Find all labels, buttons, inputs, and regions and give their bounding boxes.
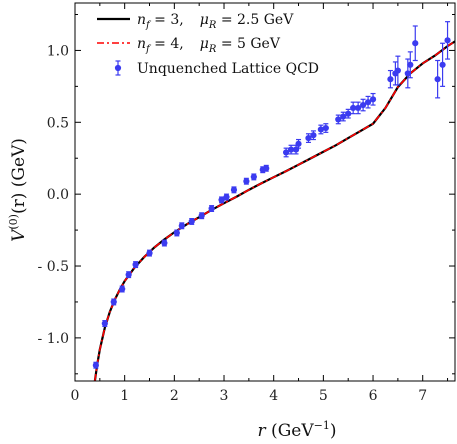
x-tick-label: 0	[71, 388, 80, 404]
legend-label-part: R	[208, 44, 217, 55]
data-point	[132, 261, 139, 268]
x-axis-label-unit: (GeV	[266, 421, 315, 441]
legend-label-part: μ	[200, 36, 209, 52]
data-point	[92, 362, 99, 369]
legend-marker	[114, 64, 122, 72]
data-point	[110, 298, 117, 306]
y-axis-label: V(0)(r) (GeV)	[7, 138, 29, 242]
plot-data-layer	[92, 21, 455, 381]
x-axis-label-var: r	[258, 421, 267, 441]
data-point	[263, 165, 270, 172]
data-point	[360, 101, 367, 109]
data-point	[119, 285, 126, 293]
data-point	[369, 96, 377, 103]
data-point	[317, 126, 324, 133]
data-point	[161, 239, 168, 247]
series-line-1	[93, 40, 455, 381]
legend-label-1: nf = 3, μR = 2.5 GeV	[137, 12, 294, 31]
x-tick-label: 6	[369, 388, 378, 404]
data-point	[208, 205, 215, 212]
data-point	[335, 116, 342, 123]
data-point	[287, 146, 295, 153]
data-point	[173, 229, 180, 237]
plot-frame	[74, 2, 456, 382]
data-point	[178, 222, 185, 229]
legend-label-part: n	[137, 36, 146, 52]
data-point	[230, 186, 238, 193]
legend-label-3: Unquenched Lattice QCD	[137, 61, 319, 77]
data-point	[283, 149, 290, 156]
y-tick-label: - 1.0	[38, 331, 69, 347]
legend-label-part: = 3,	[150, 12, 184, 28]
data-point	[223, 193, 230, 201]
series-line-2	[94, 40, 455, 381]
y-axis-label-superscript: (0)	[7, 214, 20, 230]
y-tick-label: - 0.5	[38, 259, 69, 275]
x-tick-label: 5	[319, 388, 328, 404]
data-point	[146, 249, 153, 257]
data-point	[412, 40, 419, 47]
y-axis-label-rest: (r) (GeV)	[9, 138, 29, 214]
x-tick-label: 1	[120, 388, 129, 404]
data-point	[364, 99, 372, 106]
data-point	[101, 320, 108, 327]
legend-label-part: R	[208, 20, 217, 31]
data-point	[355, 104, 362, 112]
legend-label-part: f	[145, 20, 152, 31]
x-axis-label-exponent: −1	[314, 419, 330, 432]
data-point	[350, 104, 357, 112]
y-tick-label: 0.5	[47, 115, 69, 131]
y-tick-label: 0.0	[47, 187, 69, 203]
data-point	[394, 67, 401, 74]
legend-label-part: μ	[200, 12, 209, 28]
legend-label-part: n	[137, 12, 146, 28]
data-point	[340, 113, 347, 120]
data-point	[295, 140, 302, 147]
axis-ticks: 0 1 2 3 4 5 6 7 - 1.0 - 0.5 0.0 0.5 1.0	[38, 3, 455, 404]
legend-label-part: = 2.5 GeV	[216, 12, 294, 28]
x-axis-label-close: )	[330, 421, 337, 441]
data-point	[345, 110, 352, 117]
legend-label-part: = 5 GeV	[216, 36, 280, 52]
data-point	[198, 212, 205, 219]
legend-label-part: = 4,	[150, 36, 184, 52]
data-point	[188, 218, 195, 225]
data-point	[439, 61, 446, 68]
data-point	[250, 173, 257, 181]
x-tick-label: 7	[418, 388, 427, 404]
data-point	[305, 135, 312, 142]
legend-label-2: nf = 4, μR = 5 GeV	[137, 36, 281, 55]
data-point	[322, 124, 329, 132]
x-tick-label: 2	[170, 388, 179, 404]
data-point	[387, 76, 394, 83]
data-point	[310, 132, 317, 139]
data-point	[434, 76, 441, 83]
data-point	[407, 61, 414, 68]
y-axis-label-var: V	[9, 228, 29, 242]
data-point	[243, 178, 250, 185]
x-tick-label: 3	[220, 388, 229, 404]
data-point	[404, 70, 411, 77]
x-tick-label: 4	[269, 388, 278, 404]
data-point	[218, 196, 225, 204]
data-point	[125, 271, 132, 278]
x-axis-label: r (GeV−1)	[258, 419, 337, 441]
y-tick-label: 1.0	[47, 43, 69, 59]
legend-label-part: f	[145, 44, 152, 55]
data-point	[444, 37, 451, 44]
